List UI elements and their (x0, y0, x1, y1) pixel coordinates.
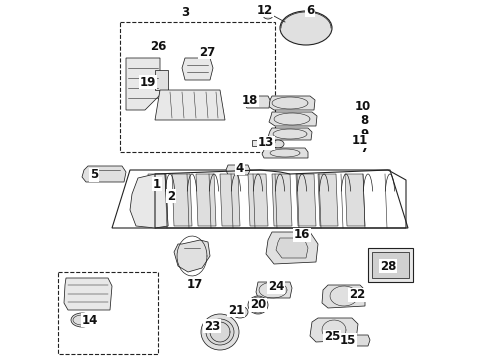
Polygon shape (318, 174, 338, 226)
Bar (58, 272, 158, 354)
Ellipse shape (248, 296, 268, 314)
Text: 21: 21 (228, 303, 244, 316)
Polygon shape (172, 174, 192, 226)
Polygon shape (268, 128, 312, 140)
Polygon shape (174, 240, 210, 272)
Text: 15: 15 (340, 333, 356, 346)
Polygon shape (310, 318, 358, 342)
Ellipse shape (232, 306, 248, 318)
Text: 23: 23 (204, 320, 220, 333)
Ellipse shape (201, 314, 239, 350)
Text: 6: 6 (306, 4, 314, 17)
Ellipse shape (263, 11, 273, 19)
Text: 16: 16 (294, 229, 310, 242)
Text: 22: 22 (349, 288, 365, 302)
Polygon shape (256, 282, 292, 298)
Polygon shape (126, 58, 160, 110)
Text: 24: 24 (268, 280, 284, 293)
Text: 26: 26 (150, 40, 166, 54)
Polygon shape (348, 335, 370, 346)
Text: 13: 13 (258, 136, 274, 149)
Bar (368, 248, 413, 282)
Ellipse shape (280, 11, 332, 45)
Text: 10: 10 (355, 99, 371, 112)
Text: 2: 2 (167, 189, 175, 202)
Ellipse shape (71, 313, 93, 327)
Polygon shape (276, 238, 308, 258)
Polygon shape (272, 174, 292, 226)
Polygon shape (345, 174, 365, 226)
Polygon shape (262, 148, 308, 158)
Polygon shape (64, 278, 112, 310)
Text: 12: 12 (257, 4, 273, 17)
Text: 8: 8 (360, 113, 368, 126)
Text: 14: 14 (82, 314, 98, 327)
Polygon shape (155, 90, 225, 120)
Text: 5: 5 (90, 168, 98, 181)
Bar (372, 252, 409, 278)
Polygon shape (182, 58, 213, 80)
Text: 19: 19 (140, 76, 156, 89)
Text: 27: 27 (199, 45, 215, 58)
Text: 25: 25 (324, 330, 340, 343)
Text: 4: 4 (236, 162, 244, 175)
Text: 9: 9 (360, 127, 368, 140)
Polygon shape (266, 232, 318, 264)
Polygon shape (296, 174, 316, 226)
Text: 7: 7 (360, 141, 368, 154)
Polygon shape (196, 174, 216, 226)
Polygon shape (155, 70, 168, 90)
Polygon shape (248, 174, 268, 226)
Text: 1: 1 (153, 177, 161, 190)
Ellipse shape (265, 139, 275, 145)
Text: 28: 28 (380, 260, 396, 273)
Ellipse shape (206, 319, 234, 345)
Polygon shape (269, 112, 317, 126)
Polygon shape (268, 96, 315, 110)
Polygon shape (220, 174, 240, 226)
Text: 20: 20 (250, 298, 266, 311)
Polygon shape (226, 165, 250, 175)
Polygon shape (82, 166, 126, 182)
Polygon shape (252, 140, 262, 146)
Text: 3: 3 (181, 5, 189, 18)
Polygon shape (130, 174, 168, 228)
Ellipse shape (272, 140, 284, 148)
Bar (120, 22, 275, 152)
Polygon shape (148, 174, 168, 226)
Text: 17: 17 (187, 279, 203, 292)
Text: 11: 11 (352, 135, 368, 148)
Text: 18: 18 (242, 94, 258, 107)
Polygon shape (244, 96, 270, 108)
Polygon shape (322, 285, 365, 308)
